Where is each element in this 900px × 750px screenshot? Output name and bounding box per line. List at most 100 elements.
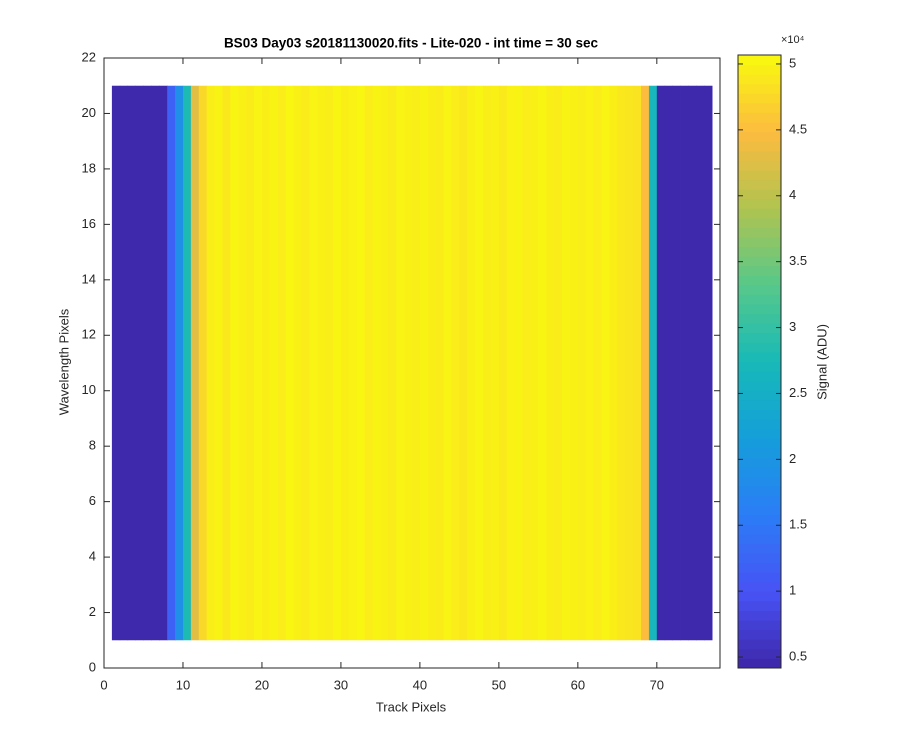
colorbar-swatch	[738, 447, 781, 458]
colorbar-swatch	[738, 342, 781, 353]
y-tick-label: 22	[82, 49, 96, 64]
heatmap-cell	[380, 85, 389, 641]
heatmap-cell	[427, 85, 437, 641]
heatmap-cell	[261, 85, 271, 641]
colorbar-swatch	[738, 112, 781, 123]
heatmap-cell	[348, 85, 358, 641]
colorbar-swatch	[738, 562, 781, 573]
heatmap-cell	[175, 85, 184, 641]
x-tick-label: 50	[492, 677, 506, 692]
colorbar-swatch	[738, 284, 781, 295]
colorbar-tick-label: 4	[789, 187, 796, 202]
heatmap-cell	[340, 85, 350, 641]
colorbar-swatch	[738, 620, 781, 631]
heatmap-cell	[506, 85, 516, 641]
colorbar-tick-label: 1.5	[789, 517, 807, 532]
y-tick-label: 12	[82, 327, 96, 342]
heatmap-cell	[625, 85, 634, 641]
colorbar-swatch	[738, 495, 781, 506]
heatmap-cell	[672, 85, 681, 641]
y-tick-label: 0	[89, 659, 96, 674]
colorbar-swatch	[738, 409, 781, 420]
heatmap-cell	[214, 85, 223, 641]
x-tick-label: 40	[413, 677, 427, 692]
colorbar-swatch	[738, 265, 781, 276]
colorbar-swatch	[738, 438, 781, 449]
heatmap-cell	[554, 85, 563, 641]
heatmap-cell	[135, 85, 144, 641]
heatmap-cell	[317, 85, 326, 641]
heatmap-cell	[159, 85, 168, 641]
colorbar-swatch	[738, 399, 781, 410]
colorbar-swatch	[738, 371, 781, 382]
y-tick-label: 2	[89, 604, 96, 619]
colorbar-swatch	[738, 380, 781, 391]
colorbar-swatch	[738, 572, 781, 583]
colorbar-tick-label: 0.5	[789, 648, 807, 663]
colorbar-swatch	[738, 524, 781, 535]
heatmap-cell	[451, 85, 460, 641]
x-tick-label: 30	[334, 677, 348, 692]
colorbar-swatch	[738, 332, 781, 343]
y-tick-label: 16	[82, 216, 96, 231]
colorbar-swatch	[738, 208, 781, 219]
heatmap-cell	[277, 85, 287, 641]
colorbar-swatch	[738, 102, 781, 113]
heatmap-cell	[388, 85, 397, 641]
colorbar-tick-label: 5	[789, 55, 796, 70]
heatmap-cell	[633, 85, 642, 641]
colorbar-swatch	[738, 55, 781, 66]
colorbar-swatch	[738, 150, 781, 161]
colorbar-swatch	[738, 179, 781, 190]
heatmap-cell	[459, 85, 468, 641]
colorbar-swatch	[738, 505, 781, 516]
heatmap-cell	[648, 85, 658, 641]
colorbar-tick-label: 1	[789, 583, 796, 598]
heatmap-cell	[585, 85, 595, 641]
heatmap-cell	[562, 85, 571, 641]
heatmap-cell	[222, 85, 231, 641]
colorbar-swatch	[738, 227, 781, 238]
colorbar-swatch	[738, 486, 781, 497]
heatmap-cell	[246, 85, 255, 641]
heatmap-cell	[230, 85, 239, 641]
y-tick-label: 4	[89, 549, 96, 564]
chart-title: BS03 Day03 s20181130020.fits - Lite-020 …	[224, 36, 599, 51]
colorbar-swatch	[738, 428, 781, 439]
heatmap-cell	[151, 85, 160, 641]
x-axis-label: Track Pixels	[376, 699, 447, 714]
colorbar-swatch	[738, 553, 781, 564]
colorbar-frame	[737, 54, 782, 669]
heatmap-cell	[443, 85, 452, 641]
colorbar-swatch	[738, 313, 781, 324]
heatmap-cell	[356, 85, 366, 641]
heatmap-cell	[396, 85, 405, 641]
heatmap-cell	[372, 85, 381, 641]
heatmap-cell	[680, 85, 689, 641]
heatmap-cell	[309, 85, 318, 641]
heatmap-cell	[127, 85, 136, 641]
colorbar-swatch	[738, 591, 781, 602]
colorbar-swatch	[738, 189, 781, 200]
y-axis-label: Wavelength Pixels	[56, 308, 71, 415]
colorbar-tick-label: 3	[789, 319, 796, 334]
x-tick-label: 60	[571, 677, 585, 692]
heatmap-cell	[601, 85, 610, 641]
colorbar-swatch	[738, 418, 781, 430]
heatmap-cell	[538, 85, 547, 641]
colorbar-swatch	[738, 236, 781, 248]
heatmap-cell	[269, 85, 279, 641]
colorbar-swatch	[738, 169, 781, 181]
colorbar-swatch	[738, 74, 781, 85]
colorbar-swatch	[738, 275, 781, 286]
colorbar-swatch	[738, 141, 781, 152]
heatmap-cell	[490, 85, 500, 641]
x-tick-label: 0	[100, 677, 107, 692]
heatmap-cell	[285, 85, 294, 641]
heatmap-cell	[119, 85, 129, 641]
colorbar-swatch	[738, 543, 781, 554]
colorbar-swatch	[738, 476, 781, 487]
colorbar-swatch	[738, 639, 781, 650]
colorbar-swatch	[738, 64, 781, 75]
